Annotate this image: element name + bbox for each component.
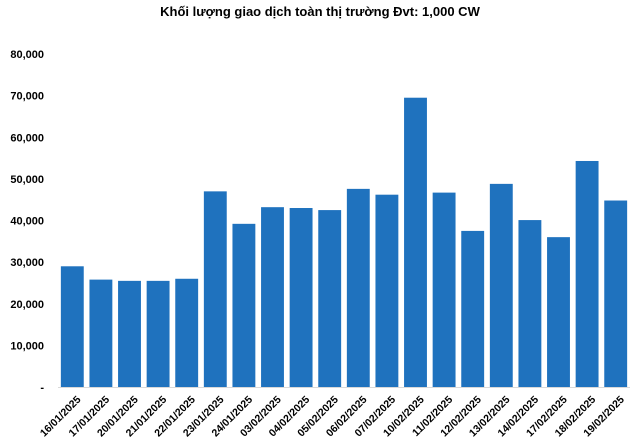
- bar: [289, 208, 313, 387]
- bar: [175, 278, 199, 387]
- bar: [261, 207, 284, 387]
- y-tick-label: 10,000: [10, 340, 44, 352]
- bar: [575, 160, 599, 387]
- bar: [346, 188, 370, 387]
- y-tick-label: 60,000: [10, 132, 44, 144]
- bar: [232, 223, 256, 387]
- bar: [89, 279, 113, 387]
- bar: [461, 230, 485, 387]
- bar: [432, 192, 456, 387]
- bar: [547, 237, 570, 387]
- y-tick-label: -: [40, 382, 44, 394]
- bar: [404, 97, 427, 388]
- y-tick-label: 70,000: [10, 91, 44, 103]
- bar: [203, 191, 227, 387]
- y-tick-label: 80,000: [10, 49, 44, 61]
- bar: [318, 210, 342, 387]
- bar: [375, 194, 399, 387]
- chart-title: Khối lượng giao dịch toàn thị trường Đvt…: [160, 4, 480, 19]
- bar: [489, 183, 513, 387]
- y-tick-label: 30,000: [10, 257, 44, 269]
- y-tick-label: 40,000: [10, 216, 44, 228]
- y-tick-label: 50,000: [10, 174, 44, 186]
- bar: [146, 280, 170, 387]
- bar: [60, 266, 84, 387]
- bar: [518, 220, 542, 387]
- bar: [604, 200, 628, 387]
- bar: [118, 280, 141, 387]
- y-tick-label: 20,000: [10, 299, 44, 311]
